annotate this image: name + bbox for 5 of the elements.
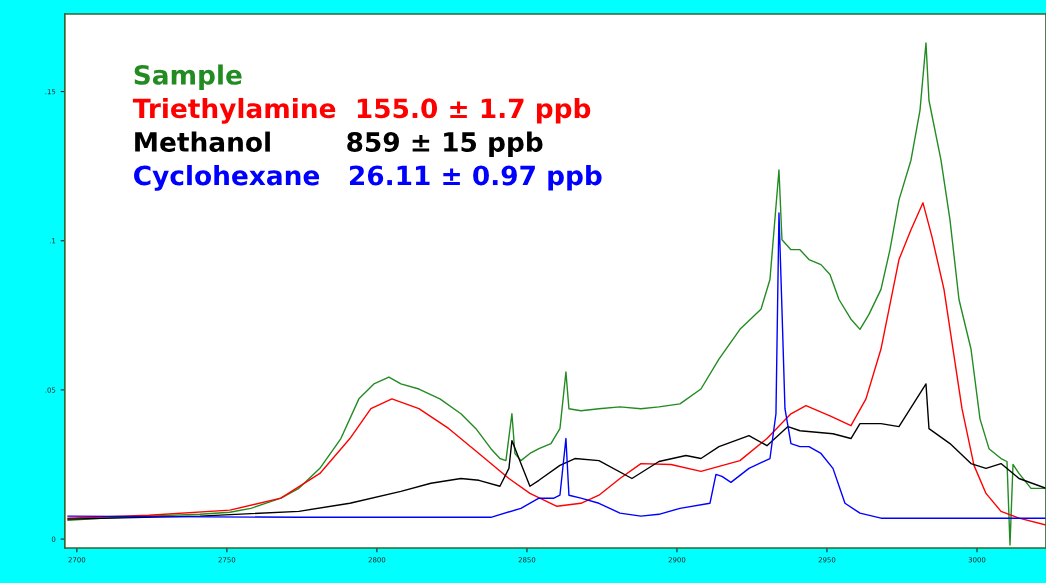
text: Cyclohexane 26.11 ± 0.97 ppb xyxy=(134,165,602,191)
line-series xyxy=(67,383,1046,520)
text: Triethylamine 155.0 ± 1.7 ppb xyxy=(132,97,591,124)
text: Methanol 859 ± 15 ppb xyxy=(135,131,543,158)
text: Sample xyxy=(134,64,242,90)
